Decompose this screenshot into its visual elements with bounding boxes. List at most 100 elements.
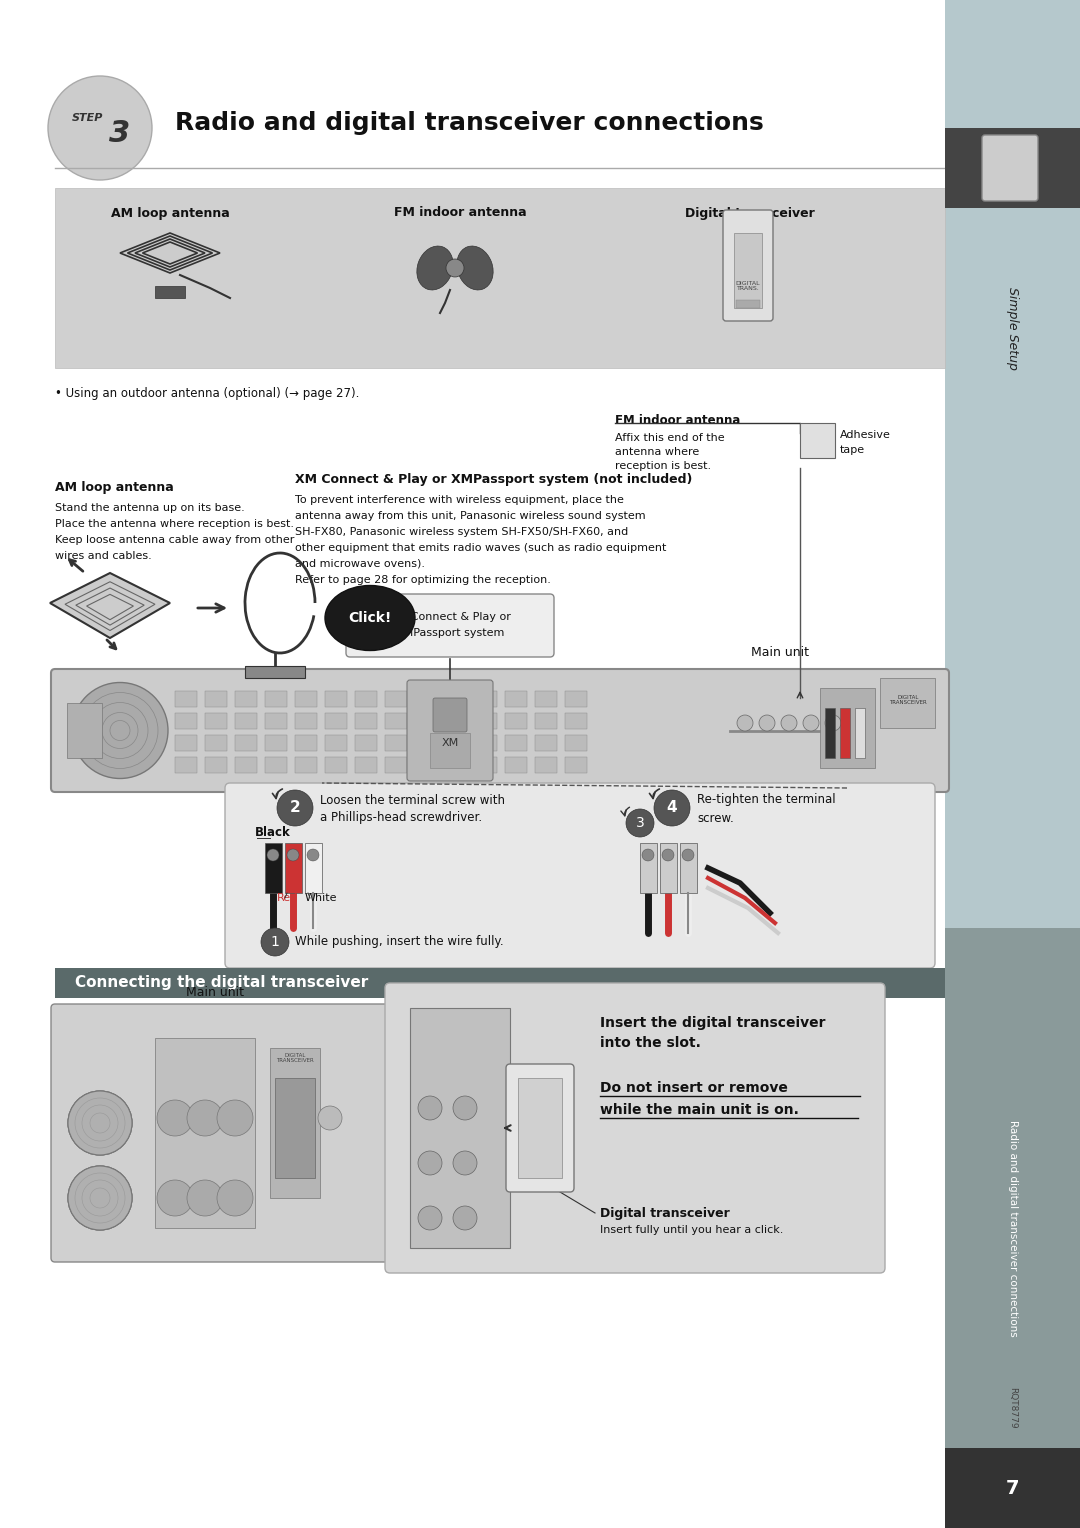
Bar [880,678,935,727]
FancyBboxPatch shape [51,669,949,792]
Bar [505,714,527,729]
Bar [175,714,197,729]
Text: STEP: STEP [72,113,104,122]
Bar [735,299,760,309]
Bar [325,714,347,729]
Text: Main unit: Main unit [186,987,244,999]
Circle shape [68,1166,132,1230]
Circle shape [737,715,753,730]
FancyBboxPatch shape [407,680,492,781]
Circle shape [48,76,152,180]
Bar [355,691,377,707]
Circle shape [276,790,313,827]
Text: tape: tape [840,445,865,455]
Bar [295,756,318,773]
Bar [415,691,437,707]
Bar [475,691,497,707]
Text: other equipment that emits radio waves (such as radio equipment: other equipment that emits radio waves (… [295,542,666,553]
Bar [156,1038,255,1229]
Bar [680,843,697,892]
Circle shape [187,1180,222,1216]
Circle shape [662,850,674,860]
Text: Black: Black [255,827,291,839]
Circle shape [642,850,654,860]
Text: 2: 2 [289,801,300,816]
Circle shape [318,1106,342,1131]
Text: Loosen the terminal screw with: Loosen the terminal screw with [320,793,505,807]
Bar [945,128,1080,208]
Bar [265,691,287,707]
Bar [295,735,318,750]
Bar [355,756,377,773]
Bar [840,707,850,758]
Text: To prevent interference with wireless equipment, place the: To prevent interference with wireless eq… [295,495,624,504]
Circle shape [157,1180,193,1216]
Bar [734,232,762,309]
Text: a Phillips-head screwdriver.: a Phillips-head screwdriver. [320,811,482,825]
Text: FM indoor antenna: FM indoor antenna [394,206,526,220]
Polygon shape [50,573,170,639]
Ellipse shape [325,585,415,651]
Text: Simple Setup: Simple Setup [1005,287,1020,370]
Bar [325,735,347,750]
Text: • Using an outdoor antenna (optional) (→ page 27).: • Using an outdoor antenna (optional) (→… [55,387,360,399]
Bar [475,714,497,729]
Bar [535,714,557,729]
Bar [800,423,835,458]
Circle shape [825,715,841,730]
Text: reception is best.: reception is best. [615,461,711,471]
Bar [505,756,527,773]
Circle shape [759,715,775,730]
Text: Insert the digital transceiver: Insert the digital transceiver [600,1016,825,1030]
Circle shape [654,790,690,827]
Bar [275,1077,315,1178]
FancyBboxPatch shape [384,983,885,1273]
Circle shape [307,850,319,860]
Bar [640,843,657,892]
Circle shape [217,1180,253,1216]
Text: XMPassport system: XMPassport system [395,628,504,639]
Bar [295,691,318,707]
Text: SH-FX80, Panasonic wireless system SH-FX50/SH-FX60, and: SH-FX80, Panasonic wireless system SH-FX… [295,527,629,536]
Text: screw.: screw. [697,811,733,825]
Text: Do not insert or remove: Do not insert or remove [600,1080,788,1096]
Bar [415,735,437,750]
Text: White: White [305,892,337,903]
Bar [565,735,588,750]
Circle shape [68,1166,132,1230]
Text: Adhesive: Adhesive [840,429,891,440]
Text: while the main unit is on.: while the main unit is on. [600,1103,799,1117]
Text: 7: 7 [1005,1479,1020,1497]
Circle shape [68,1166,132,1230]
Ellipse shape [446,260,464,277]
Bar [355,714,377,729]
Circle shape [781,715,797,730]
Circle shape [453,1096,477,1120]
Text: RQT8779: RQT8779 [1008,1387,1017,1429]
Ellipse shape [457,246,494,290]
Text: 3: 3 [636,816,645,830]
Bar [855,707,865,758]
Bar [430,733,470,769]
Bar [55,969,945,998]
Text: into the slot.: into the slot. [600,1036,701,1050]
Text: 4: 4 [666,801,677,816]
FancyBboxPatch shape [507,1063,573,1192]
Circle shape [418,1096,442,1120]
Bar [445,691,467,707]
Bar [445,735,467,750]
Circle shape [68,1091,132,1155]
Bar [265,843,282,892]
Bar [535,691,557,707]
Text: XM Connect & Play or: XM Connect & Play or [390,613,511,622]
Text: 3: 3 [109,119,131,148]
Bar [565,714,588,729]
Text: Click!: Click! [349,611,392,625]
Ellipse shape [417,246,454,290]
Circle shape [626,808,654,837]
Text: Radio and digital transceiver connections: Radio and digital transceiver connection… [175,112,764,134]
Circle shape [68,1091,132,1155]
Bar [384,691,407,707]
Circle shape [68,1091,132,1155]
Bar [820,688,875,769]
